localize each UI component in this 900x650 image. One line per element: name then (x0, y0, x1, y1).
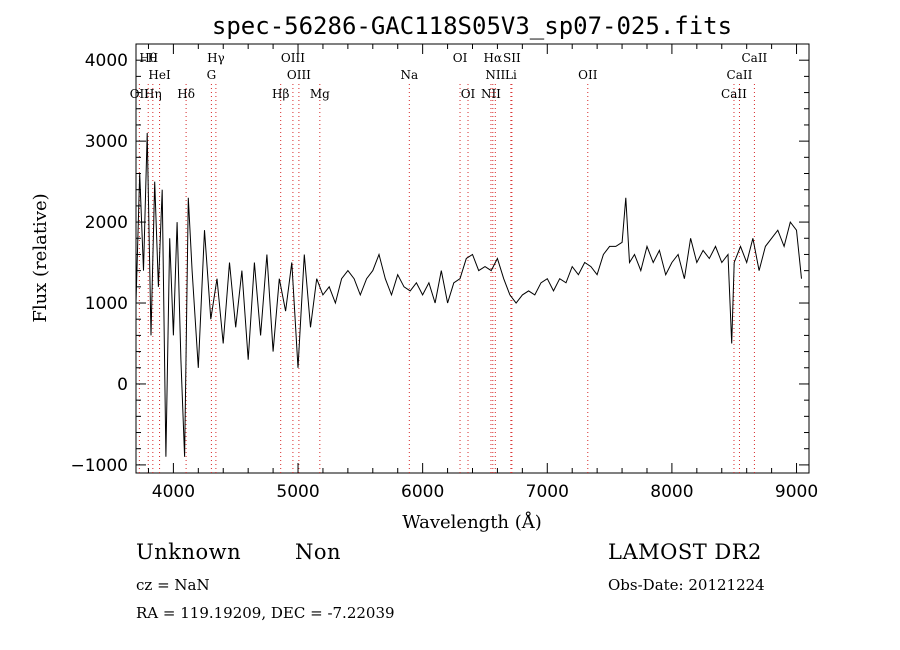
line-label-15: Hα (484, 51, 503, 65)
x-axis-label: Wavelength (Å) (402, 511, 542, 533)
line-label-12: Na (400, 68, 418, 82)
line-label-19: NII (481, 87, 501, 101)
y-tick-label: 2000 (85, 213, 128, 233)
line-label-5: Hδ (177, 87, 195, 101)
spectral-class: Unknown (136, 540, 242, 564)
line-label-20: OII (578, 68, 598, 82)
y-tick-label: 4000 (85, 51, 128, 71)
ra-dec-coordinates: RA = 119.19209, DEC = -7.22039 (136, 604, 395, 622)
plot-frame (135, 43, 810, 474)
line-label-8: OIII (281, 51, 305, 65)
x-tick-label: 9000 (775, 482, 818, 502)
x-tick-label: 8000 (650, 482, 693, 502)
line-label-14: OI (461, 87, 476, 101)
line-label-18: Li (505, 68, 517, 82)
line-label-4: Hη (144, 87, 162, 101)
line-label-16: SII (503, 51, 521, 65)
line-label-0: Hθ (139, 51, 157, 65)
y-tick-label: 3000 (85, 132, 128, 152)
axis-ticks: 4000 5000 6000 7000 8000 9000 −1000 0 1000 2000 30… (70, 44, 818, 502)
x-tick-label: 6000 (401, 482, 444, 502)
x-tick-label: 4000 (152, 482, 195, 502)
emission-line-markers (138, 84, 755, 473)
spectral-subclass: Non (295, 540, 342, 564)
spectrum-line (135, 132, 802, 457)
line-label-10: Hβ (272, 87, 289, 101)
line-label-23: CaII (721, 87, 747, 101)
line-label-17: NII (485, 68, 505, 82)
y-tick-label: −1000 (70, 456, 128, 476)
line-label-2: HeI (148, 68, 171, 82)
line-label-1: H (148, 51, 158, 65)
chart-title: spec-56286-GAC118S05V3_sp07-025.fits (212, 12, 732, 40)
line-label-9: OIII (287, 68, 311, 82)
line-label-6: Hγ (207, 51, 225, 65)
line-label-13: OI (453, 51, 468, 65)
line-label-3: OII (130, 87, 150, 101)
line-label-21: CaII (741, 51, 767, 65)
line-label-22: CaII (727, 68, 753, 82)
y-tick-label: 1000 (85, 294, 128, 314)
x-tick-label: 7000 (526, 482, 569, 502)
observation-date: Obs-Date: 20121224 (608, 576, 765, 594)
survey-name: LAMOST DR2 (608, 540, 762, 564)
y-tick-label: 0 (117, 375, 128, 395)
redshift-cz: cz = NaN (136, 576, 210, 594)
y-axis-label: Flux (relative) (30, 193, 51, 322)
x-tick-label: 5000 (276, 482, 319, 502)
line-label-11: Mg (310, 87, 330, 101)
line-label-7: G (207, 68, 217, 82)
